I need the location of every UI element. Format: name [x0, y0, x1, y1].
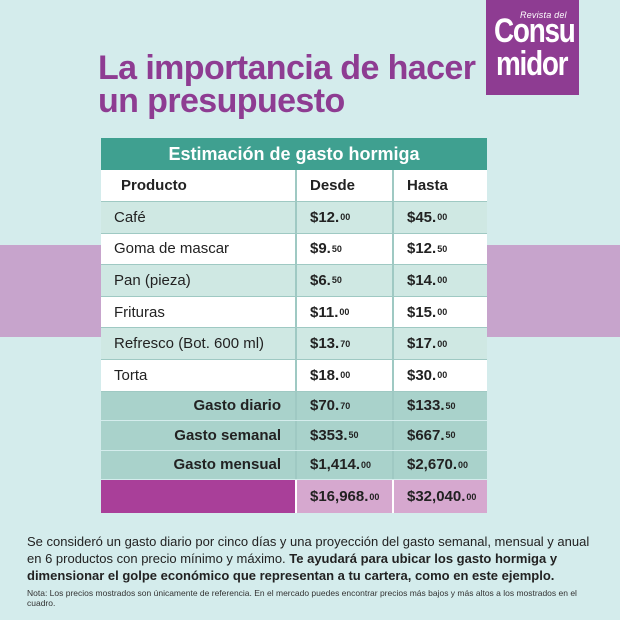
summary-row-weekly: Gasto semanal $353. 50 $667. 50 — [101, 421, 487, 451]
to-cell: $45. 00 — [407, 208, 448, 226]
summary-label: Gasto mensual — [101, 450, 297, 480]
to-cell: $667. 50 — [407, 426, 456, 444]
table-row: Refresco (Bot. 600 ml) $13. 70 $17. 00 — [101, 328, 487, 360]
from-cell: $11. 00 — [297, 296, 394, 328]
from-cell: $1,414. 00 — [297, 450, 394, 480]
to-cell: $2,670. 00 — [407, 456, 469, 474]
column-header-from: Desde — [297, 170, 394, 201]
to-cell: $14. 00 — [407, 271, 448, 289]
body-text: Se consideró un gasto diario por cinco d… — [27, 533, 597, 584]
to-cell: $15. 00 — [407, 303, 448, 321]
product-cell: Frituras — [101, 296, 297, 328]
from-cell: $6. 50 — [297, 265, 394, 296]
total-from-cell: $16,968. 00 — [297, 480, 394, 514]
table-row: Café $12. 00 $45. 00 — [101, 202, 487, 234]
page-title: La importancia de hacer un presupuesto — [98, 49, 476, 120]
logo: Revista del Consu midor — [486, 0, 579, 95]
footnote: Nota: Los precios mostrados son únicamen… — [27, 588, 577, 608]
total-label-cell — [101, 480, 297, 514]
logo-line-1: Consu — [494, 12, 576, 50]
table-row: Pan (pieza) $6. 50 $14. 00 — [101, 265, 487, 297]
table-heading: Estimación de gasto hormiga — [101, 138, 487, 170]
body-text-bold: Te ayudará para ubicar los gasto hormiga… — [27, 551, 558, 583]
to-cell: $12. 50 — [407, 240, 448, 258]
total-row: $16,968. 00 $32,040. 00 — [101, 480, 487, 514]
from-cell: $70. 70 — [297, 391, 394, 421]
summary-label: Gasto diario — [101, 391, 297, 421]
from-cell: $13. 70 — [297, 328, 394, 359]
table-header-row: Producto Desde Hasta — [101, 170, 487, 202]
table-row: Torta $18. 00 $30. 00 — [101, 359, 487, 392]
logo-small-text: Revista del — [520, 10, 567, 20]
summary-row-monthly: Gasto mensual $1,414. 00 $2,670. 00 — [101, 450, 487, 481]
from-cell: $12. 00 — [297, 202, 394, 233]
product-cell: Café — [101, 202, 297, 233]
to-cell: $17. 00 — [407, 335, 448, 353]
column-header-product: Producto — [101, 170, 297, 201]
from-cell: $353. 50 — [297, 421, 394, 450]
summary-label: Gasto semanal — [101, 421, 297, 450]
table-row: Goma de mascar $9. 50 $12. 50 — [101, 233, 487, 266]
total-to-cell: $32,040. 00 — [394, 480, 487, 514]
column-header-to: Hasta — [407, 177, 448, 194]
expense-table: Estimación de gasto hormiga Producto Des… — [101, 138, 487, 514]
table-row: Frituras $11. 00 $15. 00 — [101, 296, 487, 329]
summary-row-daily: Gasto diario $70. 70 $133. 50 — [101, 391, 487, 422]
logo-line-2: midor — [496, 45, 569, 83]
product-cell: Refresco (Bot. 600 ml) — [101, 328, 297, 359]
to-cell: $133. 50 — [407, 397, 456, 415]
product-cell: Pan (pieza) — [101, 265, 297, 296]
from-cell: $18. 00 — [297, 359, 394, 391]
product-cell: Torta — [101, 359, 297, 391]
product-cell: Goma de mascar — [101, 233, 297, 265]
to-cell: $30. 00 — [407, 366, 448, 384]
body-text-plain: Se consideró un gasto diario por cinco d… — [27, 534, 590, 566]
from-cell: $9. 50 — [297, 233, 394, 265]
